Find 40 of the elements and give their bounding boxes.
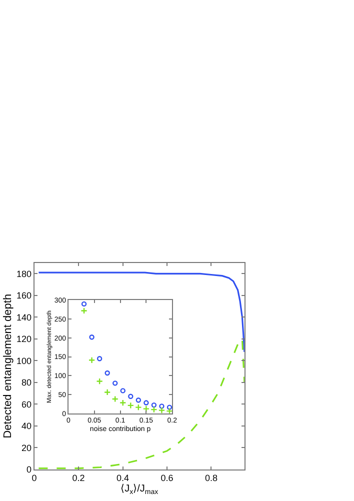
- point: [80, 307, 88, 314]
- y-tick-label: 160: [16, 290, 32, 301]
- y-tick-label: 0: [26, 464, 32, 475]
- point: [142, 405, 150, 412]
- point: [112, 396, 119, 402]
- point: [127, 402, 134, 409]
- point: [119, 399, 126, 406]
- point: [151, 402, 157, 408]
- point: [112, 380, 118, 386]
- y-axis-title: Detected entanglement depth: [2, 294, 14, 438]
- y-tick-label: 180: [16, 268, 32, 279]
- y-tick-label: 80: [21, 378, 32, 388]
- point: [120, 388, 126, 394]
- point: [88, 356, 96, 364]
- point: [136, 398, 142, 403]
- point: [81, 301, 87, 307]
- x-tick-label: 0.6: [160, 473, 174, 484]
- point: [135, 404, 142, 411]
- y-tick-label: 40: [21, 421, 32, 432]
- point: [96, 378, 103, 385]
- y-tick-label: 100: [16, 356, 32, 366]
- point: [144, 400, 149, 406]
- y-tick-label: 120: [16, 334, 32, 344]
- x-tick-label: 0.8: [204, 473, 218, 484]
- point: [158, 406, 166, 414]
- x-tick-label: 0.2: [72, 473, 85, 484]
- point: [128, 394, 134, 399]
- point: [150, 406, 158, 413]
- point: [166, 408, 172, 414]
- point: [96, 356, 102, 362]
- point: [89, 334, 94, 340]
- y-tick-label: 20: [21, 442, 32, 453]
- point: [166, 404, 172, 410]
- point: [104, 370, 110, 376]
- y-tick-label: 60: [21, 399, 32, 410]
- y-tick-label: 140: [16, 312, 32, 322]
- x-axis-title: ⟨J$_{x}$⟩/J$_{max}$: [120, 484, 159, 496]
- point: [104, 388, 111, 396]
- point: [159, 404, 164, 409]
- x-tick-label: 0.4: [116, 473, 130, 484]
